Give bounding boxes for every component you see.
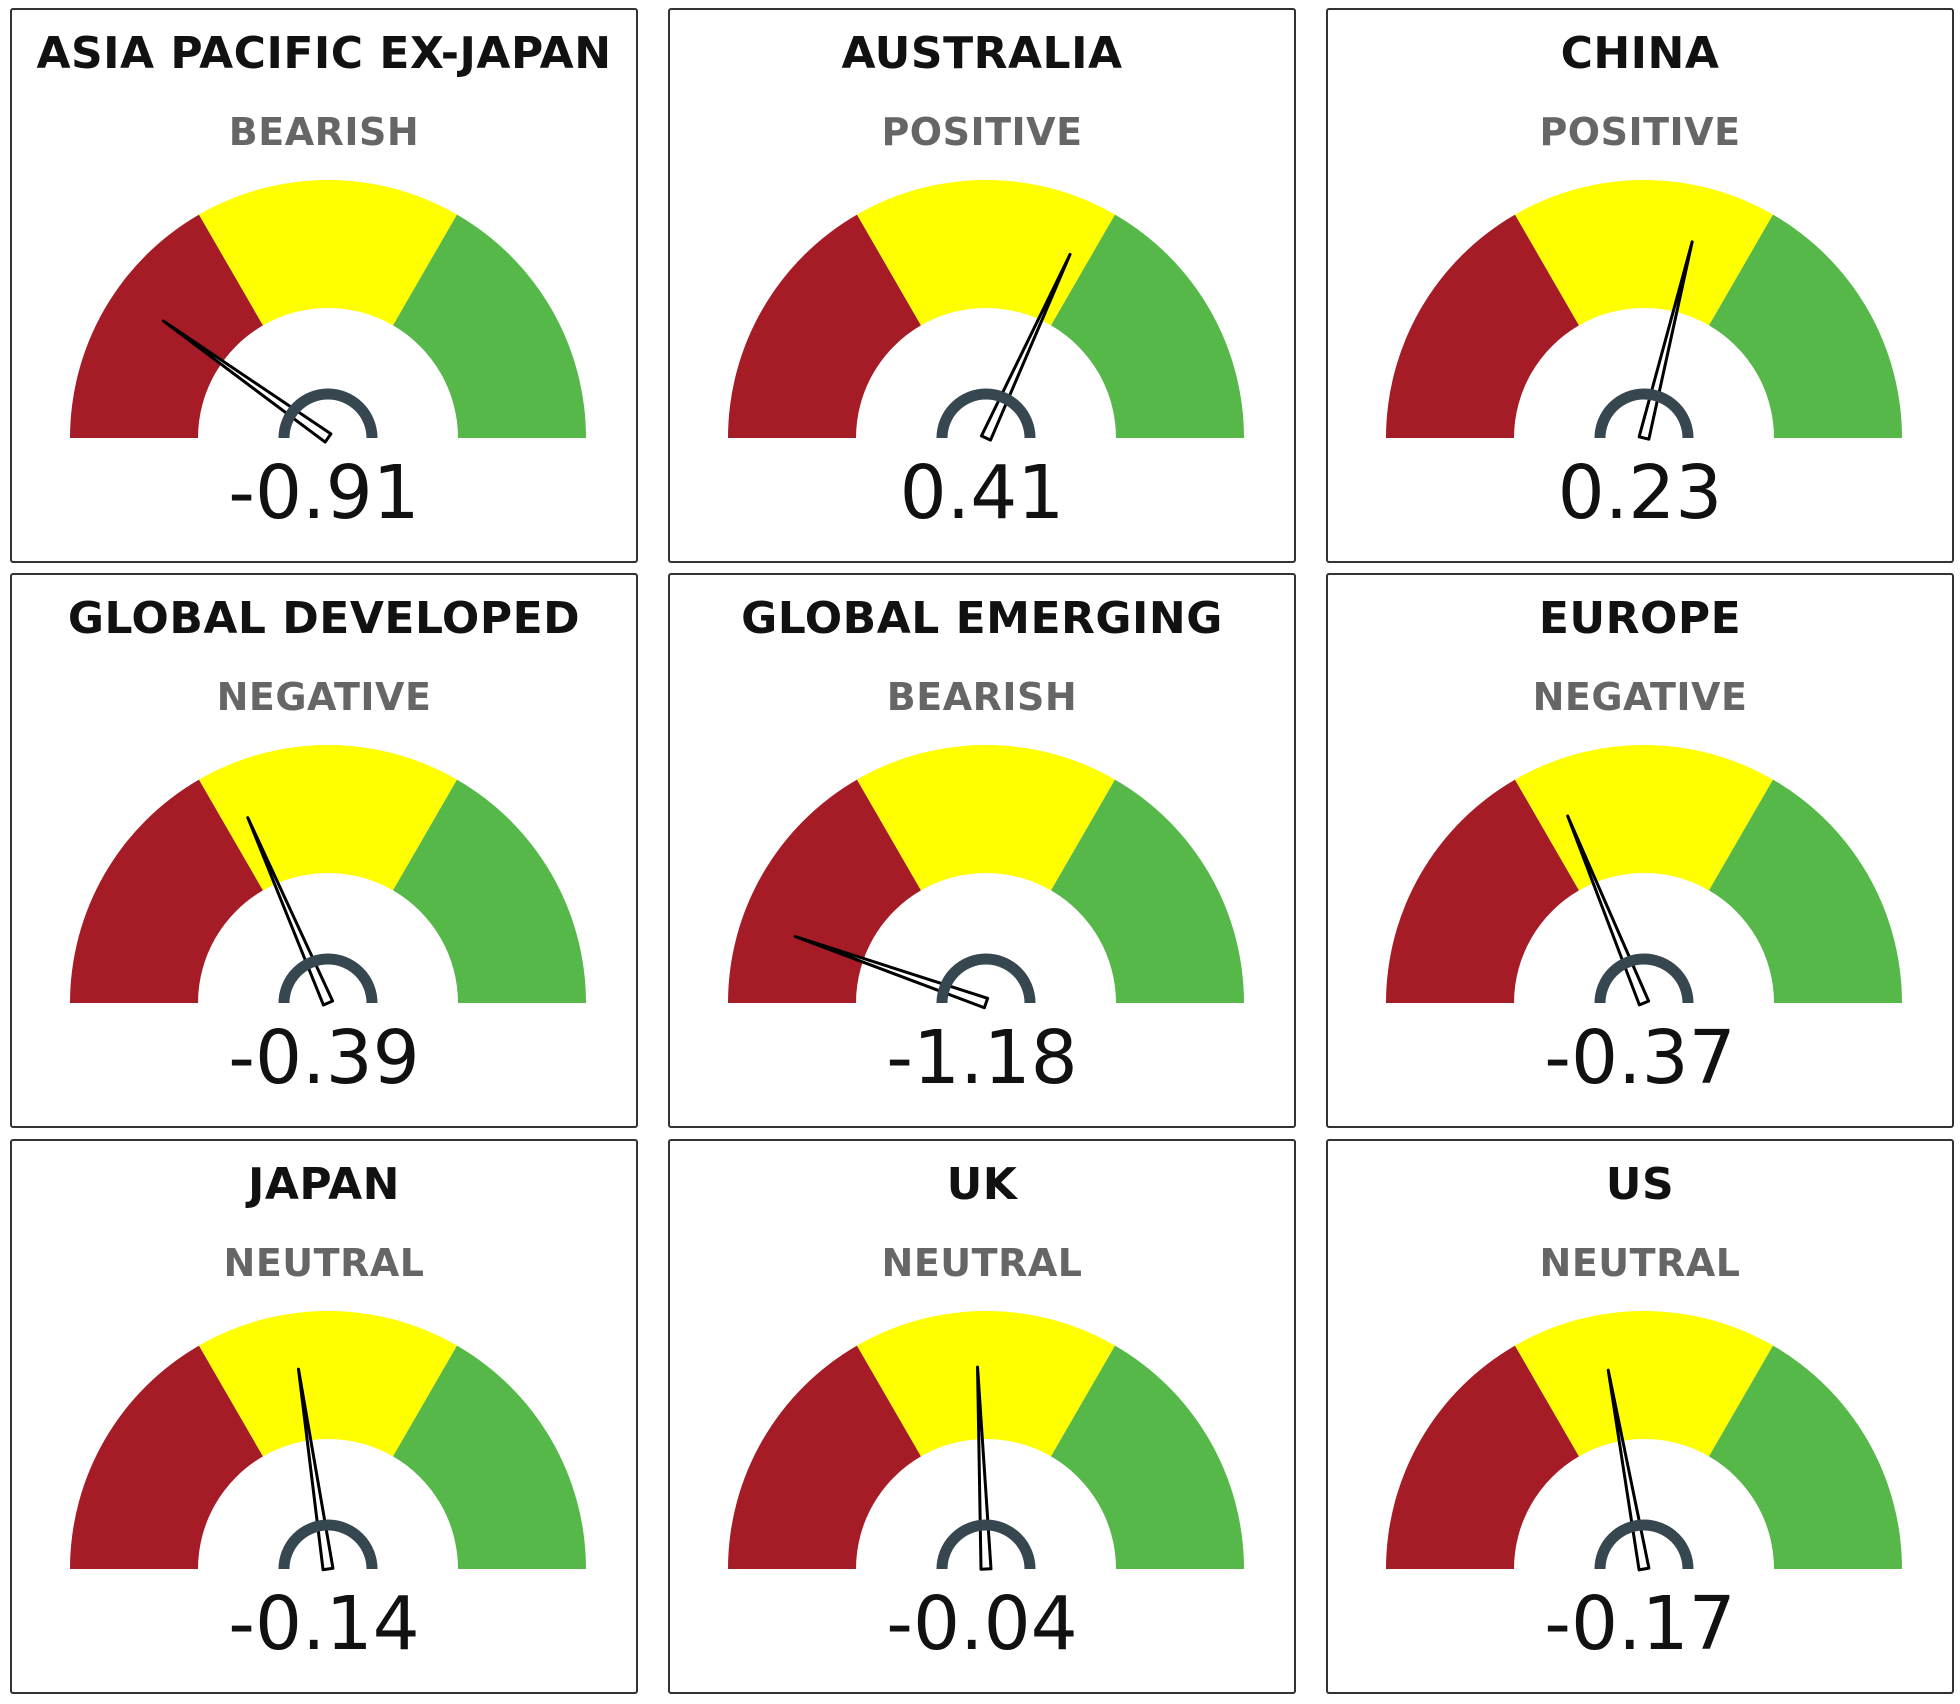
gauge-card-global-emerging: GLOBAL EMERGING BEARISH -1.18: [668, 573, 1296, 1128]
gauge-hub: [278, 953, 378, 1004]
bearish-band: [728, 214, 921, 438]
positive-band: [393, 779, 586, 1003]
gauge-dial: [70, 745, 586, 1007]
gauge-value: -0.17: [1544, 1581, 1736, 1667]
gauge-dial: [70, 179, 586, 444]
neutral-band: [857, 745, 1115, 891]
neutral-band: [1515, 1311, 1773, 1457]
gauge-needle: [296, 1367, 335, 1572]
gauge-hub: [278, 388, 378, 439]
bearish-band: [1386, 779, 1579, 1003]
gauge-card-us: US NEUTRAL -0.17: [1326, 1139, 1954, 1694]
gauge-card-china: CHINA POSITIVE 0.23: [1326, 8, 1954, 563]
gauge-hub: [1594, 1519, 1694, 1570]
gauge-value: -0.91: [228, 450, 420, 536]
gauge-dial: [728, 179, 1244, 442]
gauge-card-global-developed: GLOBAL DEVELOPED NEGATIVE -0.39: [10, 573, 638, 1128]
gauge-hub: [936, 1519, 1036, 1570]
gauge-status: NEUTRAL: [881, 1241, 1083, 1285]
gauge-title: GLOBAL DEVELOPED: [67, 593, 581, 644]
gauge-dial: [1386, 745, 1902, 1007]
gauge-title: UK: [946, 1159, 1018, 1210]
gauge-dial: [728, 745, 1244, 1010]
neutral-band: [1515, 179, 1773, 326]
gauge-value: -0.14: [228, 1581, 420, 1667]
gauge-value: -0.04: [886, 1581, 1078, 1667]
neutral-band: [857, 1311, 1115, 1457]
gauge-card-uk: UK NEUTRAL -0.04: [668, 1139, 1296, 1694]
gauge-dial: [728, 1311, 1244, 1571]
gauge-status: NEUTRAL: [223, 1241, 425, 1285]
positive-band: [1051, 779, 1244, 1003]
gauge-value: -0.39: [228, 1015, 420, 1101]
neutral-band: [1515, 745, 1773, 891]
gauge-card-europe: EUROPE NEGATIVE -0.37: [1326, 573, 1954, 1128]
gauge-hub: [1594, 953, 1694, 1004]
gauge-title: CHINA: [1560, 28, 1720, 79]
gauge-status: NEUTRAL: [1539, 1241, 1741, 1285]
positive-band: [393, 214, 586, 438]
gauge-status: NEGATIVE: [1532, 675, 1748, 719]
gauge-needle: [976, 1365, 993, 1571]
bearish-band: [70, 214, 263, 438]
gauge-value: -1.18: [886, 1015, 1078, 1101]
gauge-status: NEGATIVE: [216, 675, 432, 719]
bearish-band: [70, 779, 263, 1003]
positive-band: [393, 1345, 586, 1569]
gauge-title: US: [1605, 1159, 1675, 1210]
neutral-band: [199, 1311, 457, 1457]
gauge-value: -0.37: [1544, 1015, 1736, 1101]
bearish-band: [70, 1345, 263, 1569]
gauge-status: BEARISH: [228, 110, 420, 154]
positive-band: [1051, 1345, 1244, 1569]
positive-band: [1709, 779, 1902, 1003]
gauge-status: POSITIVE: [1539, 110, 1741, 154]
bearish-band: [1386, 1345, 1579, 1569]
gauge-value: 0.41: [899, 450, 1065, 536]
gauge-hub: [936, 388, 1036, 439]
gauge-dial: [1386, 179, 1902, 441]
positive-band: [1709, 1345, 1902, 1569]
gauge-hub: [1594, 388, 1694, 439]
positive-band: [1709, 214, 1902, 438]
neutral-band: [199, 179, 457, 326]
gauge-hub: [278, 1519, 378, 1570]
gauge-card-japan: JAPAN NEUTRAL -0.14: [10, 1139, 638, 1694]
gauge-title: EUROPE: [1538, 593, 1742, 644]
gauge-dial: [70, 1311, 586, 1572]
bearish-band: [728, 779, 921, 1003]
neutral-band: [857, 179, 1115, 326]
gauge-card-asia-pacific-ex-japan: ASIA PACIFIC EX-JAPAN BEARISH -0.91: [10, 8, 638, 563]
gauge-title: JAPAN: [247, 1159, 400, 1210]
gauge-hub: [936, 953, 1036, 1004]
gauge-dial: [1386, 1311, 1902, 1572]
positive-band: [1051, 214, 1244, 438]
gauge-status: BEARISH: [886, 675, 1078, 719]
gauge-title: ASIA PACIFIC EX-JAPAN: [36, 28, 612, 79]
bearish-band: [728, 1345, 921, 1569]
gauge-title: GLOBAL EMERGING: [741, 593, 1223, 644]
gauge-status: POSITIVE: [881, 110, 1083, 154]
gauge-card-australia: AUSTRALIA POSITIVE 0.41: [668, 8, 1296, 563]
gauge-value: 0.23: [1557, 450, 1723, 536]
gauge-title: AUSTRALIA: [841, 28, 1123, 79]
bearish-band: [1386, 214, 1579, 438]
